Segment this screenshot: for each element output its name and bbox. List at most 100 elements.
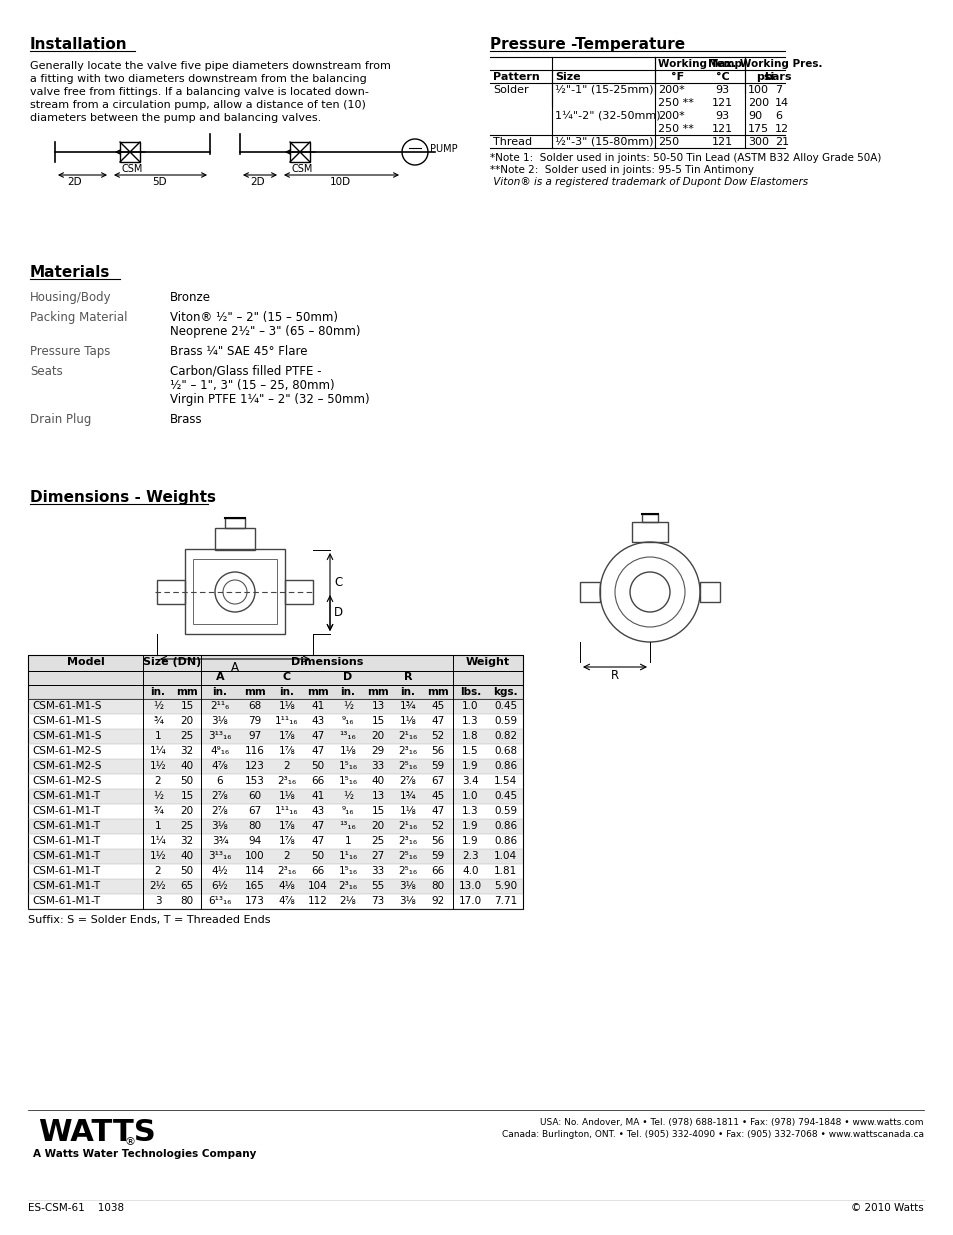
Text: 0.86: 0.86 xyxy=(494,836,517,846)
Bar xyxy=(28,819,522,834)
Text: 2¹₁₆: 2¹₁₆ xyxy=(398,821,417,831)
Text: Model: Model xyxy=(67,657,104,667)
Text: 4⅛: 4⅛ xyxy=(278,881,295,890)
Text: 2D: 2D xyxy=(68,177,82,186)
Text: 50: 50 xyxy=(311,761,324,771)
Text: 20: 20 xyxy=(180,716,193,726)
Text: in.: in. xyxy=(279,687,294,697)
Bar xyxy=(700,582,720,601)
Text: 121: 121 xyxy=(711,137,732,147)
Text: Weight: Weight xyxy=(465,657,510,667)
Text: CSM-61-M1-T: CSM-61-M1-T xyxy=(32,881,100,890)
Text: Neoprene 2½" – 3" (65 – 80mm): Neoprene 2½" – 3" (65 – 80mm) xyxy=(170,325,360,338)
Text: ¹³₁₆: ¹³₁₆ xyxy=(339,731,356,741)
Text: 13: 13 xyxy=(371,701,384,711)
Text: 1½: 1½ xyxy=(150,761,166,771)
Text: 41: 41 xyxy=(311,701,324,711)
Text: 250 **: 250 ** xyxy=(658,98,693,107)
Text: Suffix: S = Solder Ends, T = Threaded Ends: Suffix: S = Solder Ends, T = Threaded En… xyxy=(28,915,271,925)
Text: 4⁹₁₆: 4⁹₁₆ xyxy=(211,746,230,756)
Text: 47: 47 xyxy=(311,746,324,756)
Text: kgs.: kgs. xyxy=(493,687,517,697)
Bar xyxy=(157,580,185,604)
Text: in.: in. xyxy=(213,687,227,697)
Text: 1.0: 1.0 xyxy=(462,701,478,711)
Text: 32: 32 xyxy=(180,746,193,756)
Text: 2½: 2½ xyxy=(150,881,166,890)
Text: 2⁵₁₆: 2⁵₁₆ xyxy=(398,866,417,876)
Text: 1⅞: 1⅞ xyxy=(278,746,295,756)
Text: 25: 25 xyxy=(371,836,384,846)
Text: 250: 250 xyxy=(658,137,679,147)
Text: 90: 90 xyxy=(747,111,761,121)
Text: CSM-61-M1-T: CSM-61-M1-T xyxy=(32,821,100,831)
Text: ¾: ¾ xyxy=(152,716,163,726)
Text: Dimensions: Dimensions xyxy=(291,657,363,667)
Text: 200*: 200* xyxy=(658,85,684,95)
Text: 1⅛: 1⅛ xyxy=(399,806,416,816)
Text: 59: 59 xyxy=(431,761,444,771)
Text: 1.81: 1.81 xyxy=(494,866,517,876)
Bar xyxy=(290,142,310,162)
Text: CSM-61-M2-S: CSM-61-M2-S xyxy=(32,761,101,771)
Text: Pressure -Temperature: Pressure -Temperature xyxy=(490,37,684,52)
Text: 47: 47 xyxy=(311,821,324,831)
Text: 6¹³₁₆: 6¹³₁₆ xyxy=(208,897,232,906)
Text: 1.3: 1.3 xyxy=(461,806,478,816)
Text: CSM: CSM xyxy=(292,164,313,174)
Text: 50: 50 xyxy=(180,866,193,876)
Text: 1⅛: 1⅛ xyxy=(339,746,356,756)
Text: ⁹₁₆: ⁹₁₆ xyxy=(341,806,354,816)
Text: 4⅞: 4⅞ xyxy=(212,761,228,771)
Text: 3: 3 xyxy=(154,897,161,906)
Text: Pressure Taps: Pressure Taps xyxy=(30,345,111,358)
Bar xyxy=(28,729,522,743)
Text: 1⅞: 1⅞ xyxy=(278,836,295,846)
Text: CSM: CSM xyxy=(122,164,143,174)
Text: WATTS: WATTS xyxy=(38,1118,155,1147)
Text: 1⁵₁₆: 1⁵₁₆ xyxy=(338,866,357,876)
Text: 250 **: 250 ** xyxy=(658,124,693,135)
Text: ®: ® xyxy=(125,1137,136,1147)
Text: 3⅛: 3⅛ xyxy=(212,716,228,726)
Text: Brass: Brass xyxy=(170,412,202,426)
Text: CSM-61-M1-T: CSM-61-M1-T xyxy=(32,866,100,876)
Text: CSM-61-M1-T: CSM-61-M1-T xyxy=(32,790,100,802)
Text: 47: 47 xyxy=(311,731,324,741)
Text: 66: 66 xyxy=(431,866,444,876)
Text: mm: mm xyxy=(176,687,197,697)
Text: 94: 94 xyxy=(248,836,261,846)
Text: Drain Plug: Drain Plug xyxy=(30,412,91,426)
Bar xyxy=(28,848,522,864)
Bar xyxy=(193,559,276,624)
Text: 0.68: 0.68 xyxy=(494,746,517,756)
Text: 1¹¹₁₆: 1¹¹₁₆ xyxy=(275,716,298,726)
Text: 3¾: 3¾ xyxy=(212,836,228,846)
Text: 43: 43 xyxy=(311,806,324,816)
Text: 59: 59 xyxy=(431,851,444,861)
Text: 3⅛: 3⅛ xyxy=(212,821,228,831)
Text: 20: 20 xyxy=(180,806,193,816)
Text: 40: 40 xyxy=(180,761,193,771)
Text: 4½: 4½ xyxy=(212,866,228,876)
Text: 20: 20 xyxy=(371,731,384,741)
Text: 0.86: 0.86 xyxy=(494,821,517,831)
Text: 15: 15 xyxy=(371,716,384,726)
Text: 66: 66 xyxy=(311,776,324,785)
Text: 14: 14 xyxy=(774,98,788,107)
Text: ½: ½ xyxy=(152,701,163,711)
Text: 80: 80 xyxy=(248,821,261,831)
Text: C: C xyxy=(283,672,291,682)
Text: 32: 32 xyxy=(180,836,193,846)
Text: 2⅛: 2⅛ xyxy=(339,897,356,906)
Text: **Note 2:  Solder used in joints: 95-5 Tin Antimony: **Note 2: Solder used in joints: 95-5 Ti… xyxy=(490,165,753,175)
Text: 200*: 200* xyxy=(658,111,684,121)
Text: 80: 80 xyxy=(180,897,193,906)
Text: ½: ½ xyxy=(342,701,353,711)
Text: 3⅛: 3⅛ xyxy=(399,897,416,906)
Text: 13: 13 xyxy=(371,790,384,802)
Text: ½: ½ xyxy=(342,790,353,802)
Text: 92: 92 xyxy=(431,897,444,906)
Text: 2: 2 xyxy=(154,776,161,785)
Text: 1.0: 1.0 xyxy=(462,790,478,802)
